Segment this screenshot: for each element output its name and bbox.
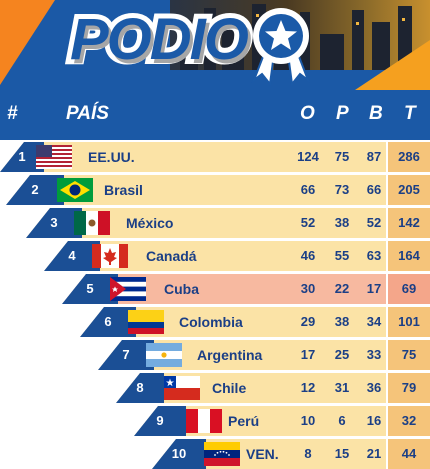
venezuela-flag-icon <box>204 442 240 466</box>
gold-count: 10 <box>300 413 316 428</box>
bronze-count: 66 <box>366 182 382 197</box>
country-name: EE.UU. <box>88 149 135 165</box>
rank-cell: 8 <box>116 373 164 403</box>
logo-text: PODIO <box>65 2 254 77</box>
chile-flag-icon <box>164 376 200 400</box>
orange-accent-right <box>355 40 430 90</box>
mexico-flag-icon <box>74 211 110 235</box>
header-bronze: B <box>369 103 383 124</box>
bronze-count: 17 <box>366 281 382 296</box>
country-name: Brasil <box>104 182 143 198</box>
silver-count: 31 <box>334 380 350 395</box>
gold-count: 124 <box>297 149 319 164</box>
header-rank: # <box>7 103 18 124</box>
total-count: 32 <box>388 406 430 436</box>
gold-count: 30 <box>300 281 316 296</box>
total-count: 205 <box>388 175 430 205</box>
gold-count: 12 <box>300 380 316 395</box>
gold-count: 29 <box>300 314 316 329</box>
total-count: 164 <box>388 241 430 271</box>
bronze-count: 52 <box>366 215 382 230</box>
header-gold: O <box>300 103 315 124</box>
rank-cell: 2 <box>6 175 64 205</box>
silver-count: 38 <box>334 215 350 230</box>
canada-flag-icon <box>92 244 128 268</box>
total-count: 69 <box>388 274 430 304</box>
table-header-row: # PAÍS O P B T <box>0 100 430 130</box>
total-count: 101 <box>388 307 430 337</box>
podio-logo: PODIO <box>58 2 311 86</box>
silver-count: 25 <box>334 347 350 362</box>
rank-cell: 10 <box>152 439 206 469</box>
gold-count: 17 <box>300 347 316 362</box>
country-name: Canadá <box>146 248 197 264</box>
gold-count: 8 <box>304 446 312 461</box>
bronze-count: 34 <box>366 314 382 329</box>
silver-count: 6 <box>338 413 346 428</box>
total-count: 286 <box>388 142 430 172</box>
gold-count: 46 <box>300 248 316 263</box>
header-country: PAÍS <box>66 103 109 124</box>
peru-flag-icon <box>186 409 222 433</box>
country-name: Chile <box>212 380 247 396</box>
bronze-count: 63 <box>366 248 382 263</box>
colombia-flag-icon <box>128 310 164 334</box>
header-silver: P <box>336 103 349 124</box>
silver-count: 15 <box>334 446 350 461</box>
country-name: VEN. <box>246 446 279 462</box>
country-name: Argentina <box>197 347 263 363</box>
rank-cell: 9 <box>134 406 186 436</box>
country-name: Perú <box>228 413 260 429</box>
silver-count: 38 <box>334 314 350 329</box>
gold-count: 66 <box>300 182 316 197</box>
bronze-count: 16 <box>366 413 382 428</box>
silver-count: 73 <box>334 182 350 197</box>
total-count: 44 <box>388 439 430 469</box>
country-name: Colombia <box>179 314 243 330</box>
country-name: México <box>126 215 174 231</box>
silver-count: 22 <box>334 281 350 296</box>
usa-flag-icon <box>36 145 72 169</box>
header-banner: PODIO # PAÍS O P B T <box>0 0 430 140</box>
brazil-flag-icon <box>57 178 93 202</box>
argentina-flag-icon <box>146 343 182 367</box>
total-count: 142 <box>388 208 430 238</box>
header-total: T <box>404 103 416 124</box>
medal-star-icon <box>251 8 311 86</box>
cuba-flag-icon <box>110 277 146 301</box>
orange-accent-left <box>0 0 55 85</box>
total-count: 79 <box>388 373 430 403</box>
bronze-count: 87 <box>366 149 382 164</box>
total-count: 75 <box>388 340 430 370</box>
bronze-count: 36 <box>366 380 382 395</box>
gold-count: 52 <box>300 215 316 230</box>
bronze-count: 33 <box>366 347 382 362</box>
silver-count: 75 <box>334 149 350 164</box>
bronze-count: 21 <box>366 446 382 461</box>
silver-count: 55 <box>334 248 350 263</box>
country-name: Cuba <box>164 281 199 297</box>
